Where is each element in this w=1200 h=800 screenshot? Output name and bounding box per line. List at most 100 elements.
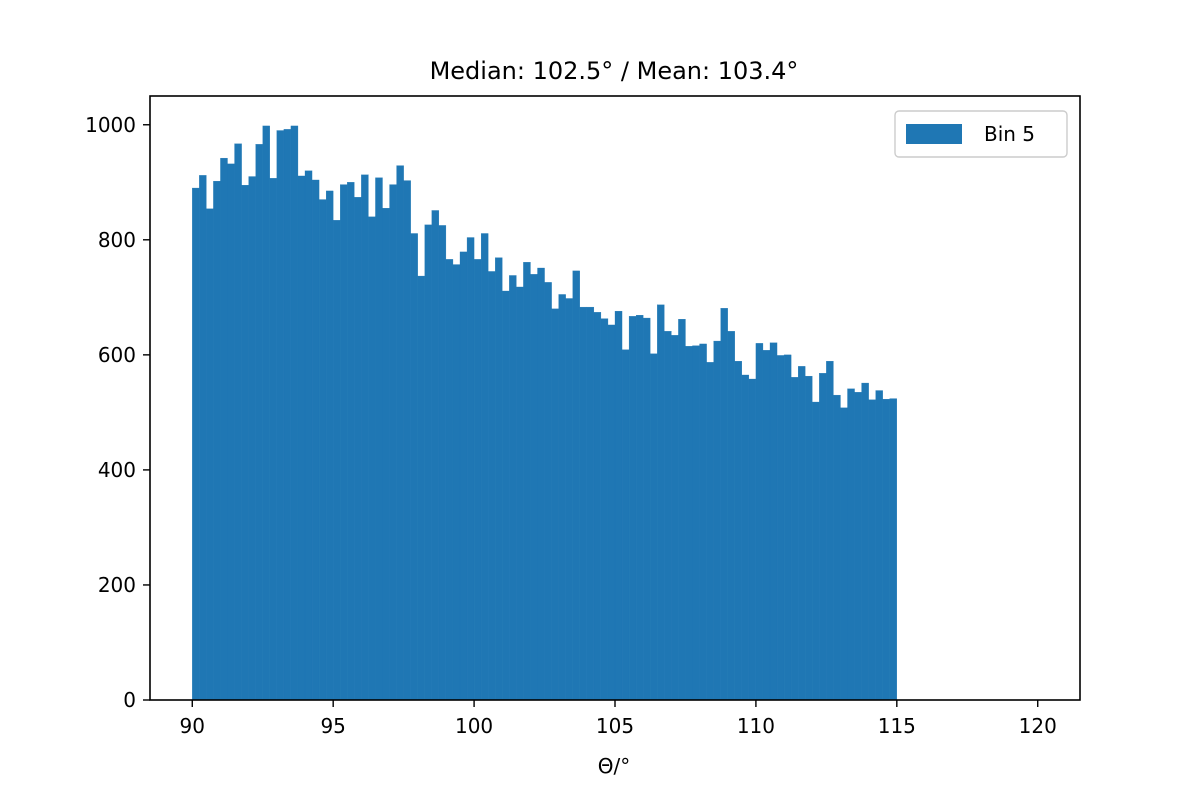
histogram-bar xyxy=(558,294,566,701)
histogram-bar xyxy=(347,182,355,701)
histogram-bar xyxy=(318,199,327,701)
histogram-bar xyxy=(565,298,573,701)
histogram-bar xyxy=(713,340,721,701)
legend-swatch xyxy=(906,124,962,144)
histogram-bar xyxy=(868,399,876,701)
y-axis: 0 200 400 600 800 1000 xyxy=(85,113,150,712)
histogram-bar xyxy=(396,165,404,701)
histogram-bar xyxy=(671,335,679,701)
histogram-bar xyxy=(621,349,630,701)
histogram-bar xyxy=(269,178,277,701)
histogram-bar xyxy=(847,388,855,701)
histogram-bar xyxy=(635,315,644,701)
y-tick-label: 400 xyxy=(98,458,136,482)
histogram-bar xyxy=(798,366,806,701)
histogram-bar xyxy=(241,185,249,701)
histogram-bar xyxy=(699,343,707,701)
x-tick-label: 110 xyxy=(737,714,775,738)
histogram-bar xyxy=(826,361,834,701)
histogram-bar xyxy=(410,233,418,701)
x-tick-label: 120 xyxy=(1019,714,1057,738)
histogram-bar xyxy=(424,224,432,701)
histogram-bar xyxy=(861,382,869,701)
bars-group xyxy=(192,125,897,701)
histogram-bar xyxy=(755,343,764,701)
histogram-bar xyxy=(650,353,658,701)
histogram-bar xyxy=(685,346,693,701)
histogram-bar xyxy=(248,176,256,701)
histogram-bar xyxy=(290,125,299,701)
histogram-bar xyxy=(227,163,235,701)
histogram-bar xyxy=(382,208,390,701)
histogram-bar xyxy=(572,270,580,701)
histogram-bar xyxy=(354,197,362,701)
histogram-bar xyxy=(840,407,848,701)
histogram-bar xyxy=(678,319,686,701)
legend: Bin 5 xyxy=(894,110,1068,158)
histogram-bar xyxy=(579,306,587,701)
histogram-bar xyxy=(297,175,306,701)
histogram-bar xyxy=(480,233,489,701)
histogram-bar xyxy=(417,275,425,701)
x-tick-label: 115 xyxy=(878,714,916,738)
histogram-bar xyxy=(734,361,742,701)
histogram-bar xyxy=(466,237,475,701)
histogram-bar xyxy=(445,259,454,701)
histogram-bar xyxy=(234,143,242,701)
histogram-bar xyxy=(692,345,700,701)
histogram-bar xyxy=(812,401,820,701)
histogram-bar xyxy=(389,184,397,701)
histogram-bar xyxy=(628,316,637,701)
histogram-bar xyxy=(438,225,447,701)
histogram-bar xyxy=(375,177,383,701)
histogram-bar xyxy=(664,331,672,701)
histogram-bar xyxy=(283,129,292,701)
histogram-bar xyxy=(530,274,538,701)
histogram-bar xyxy=(213,180,221,701)
histogram-bar xyxy=(333,220,341,701)
histogram-bar xyxy=(361,174,369,701)
histogram-bar xyxy=(776,355,785,701)
chart-title: Median: 102.5° / Mean: 103.4° xyxy=(430,57,799,85)
x-tick-label: 90 xyxy=(180,714,205,738)
histogram-bar xyxy=(452,264,461,701)
histogram-bar xyxy=(643,317,651,701)
histogram-bar xyxy=(459,251,468,701)
histogram-bar xyxy=(889,398,897,701)
histogram-bar xyxy=(192,187,200,701)
histogram-bar xyxy=(762,350,771,701)
histogram-bar xyxy=(748,378,757,701)
histogram-bar xyxy=(325,190,334,701)
histogram-bar xyxy=(537,267,545,701)
histogram-bar xyxy=(790,377,799,701)
y-tick-label: 1000 xyxy=(85,113,136,137)
histogram-bar xyxy=(805,375,813,701)
histogram-bar xyxy=(551,308,559,701)
histogram-bar xyxy=(220,157,228,701)
histogram-bar xyxy=(276,130,285,701)
histogram-bar xyxy=(431,210,440,701)
x-tick-label: 95 xyxy=(320,714,345,738)
histogram-bar xyxy=(262,125,270,701)
y-tick-label: 200 xyxy=(98,573,136,597)
histogram-bar xyxy=(368,216,376,701)
histogram-bar xyxy=(769,342,778,701)
histogram-bar xyxy=(255,144,263,701)
histogram-bar xyxy=(495,257,503,701)
histogram-bar xyxy=(516,286,524,701)
x-axis-label: Θ/° xyxy=(598,754,630,778)
histogram-bar xyxy=(882,398,890,701)
histogram-bar xyxy=(657,304,665,701)
histogram-bar xyxy=(819,373,827,701)
histogram-bar xyxy=(854,392,862,701)
y-tick-label: 0 xyxy=(123,688,136,712)
x-tick-label: 105 xyxy=(596,714,634,738)
histogram-bar xyxy=(727,331,735,701)
histogram-bar xyxy=(523,262,531,701)
x-axis: 90 95 100 105 110 115 120 xyxy=(180,700,1057,738)
histogram-bar xyxy=(607,324,616,701)
histogram-bar xyxy=(741,374,750,701)
legend-frame xyxy=(894,110,1068,158)
histogram-bar xyxy=(509,275,517,701)
